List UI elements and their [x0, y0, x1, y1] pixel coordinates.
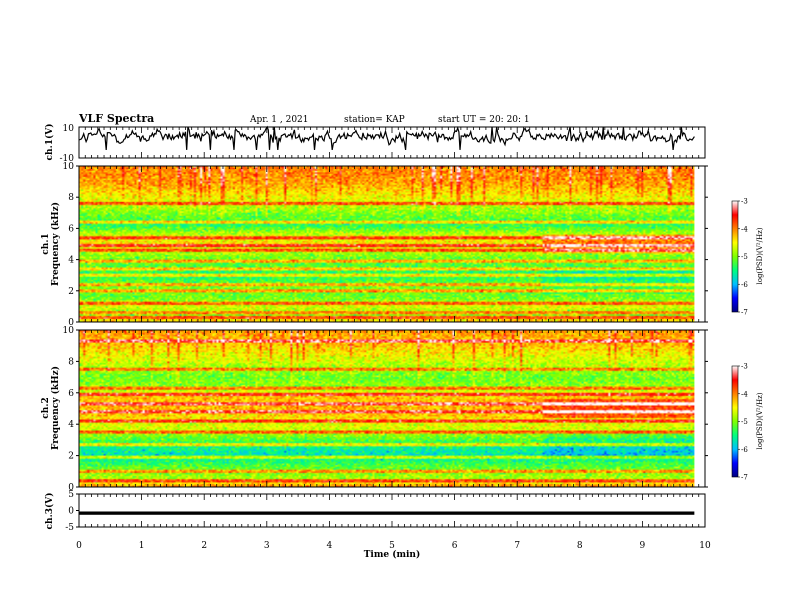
ch3-waveform-yticks: 5 0 -5 [65, 490, 79, 533]
time-tick-label: 5 [389, 541, 395, 551]
ch2-spectrogram-yticks: 0 2 4 6 8 10 [63, 326, 708, 493]
time-axis-tick-labels: 0 1 2 3 4 5 6 7 8 9 10 [76, 541, 711, 551]
time-tick-label: 8 [577, 541, 583, 551]
ch1-spectrogram-heatmap [79, 166, 695, 322]
ch1-colorbar-ticks: -3 -4 -5 -6 -7 [738, 198, 748, 317]
ch2-spectrogram-heatmap [79, 330, 695, 487]
date-label: Apr. 1 , 2021 [249, 115, 309, 125]
ch2-spectrogram-ylabel-frequency: Frequency (kHz) [50, 366, 61, 450]
ch1-waveform-line [78, 125, 695, 151]
ch1-spectrogram-ytick-label: 8 [68, 193, 74, 203]
time-tick-label: 7 [514, 541, 520, 551]
ch3-waveform-band [79, 511, 695, 515]
ch2-colorbar-tick-label: -3 [741, 363, 748, 371]
panel-ch3-waveform: 5 0 -5 ch.3(V) [44, 490, 706, 533]
ch1-spectrogram-ylabel-frequency: Frequency (kHz) [50, 202, 61, 286]
ch1-colorbar: -3 -4 -5 -6 -7 log(PSD)(V²/Hz) [731, 198, 764, 317]
ch2-colorbar-tick-label: -6 [741, 446, 748, 454]
ch1-colorbar-gradient [731, 200, 739, 313]
ch2-colorbar-tick-label: -4 [741, 390, 748, 398]
ch2-spectrogram-ytick-label: 6 [68, 389, 74, 399]
time-tick-label: 9 [640, 541, 646, 551]
ch2-spectrogram-ytick-label: 10 [63, 326, 75, 336]
ch1-spectrogram-ytick-label: 2 [68, 287, 74, 297]
ch2-spectrogram-ytick-label: 8 [68, 357, 74, 367]
ch2-spectrogram-ylabel-channel: ch.2 [41, 397, 51, 418]
ch2-colorbar-ticks: -3 -4 -5 -6 -7 [738, 363, 748, 482]
ch1-spectrogram-ylabel-channel: ch.1 [41, 233, 51, 254]
time-tick-label: 3 [264, 541, 270, 551]
ch3-ytick-label: 5 [68, 490, 74, 500]
ch2-colorbar-tick-label: -5 [741, 418, 748, 426]
ch2-colorbar-tick-label: -7 [741, 474, 748, 482]
time-tick-label: 4 [327, 541, 333, 551]
ch1-colorbar-tick-label: -7 [741, 309, 748, 317]
station-label: station= KAP [344, 115, 405, 125]
ch2-spectrogram-ytick-label: 2 [68, 452, 74, 462]
ch1-spectrogram-ytick-label: 6 [68, 224, 74, 234]
time-tick-label: 6 [452, 541, 458, 551]
ch3-ytick-label: -5 [65, 523, 74, 533]
ch2-colorbar-label: log(PSD)(V²/Hz) [756, 392, 764, 449]
panel-ch2-spectrogram: 0 2 4 6 8 10 ch.2 Frequency (kHz) -3 -4 -5 -6 -7 … [41, 326, 764, 493]
ch1-colorbar-tick-label: -6 [741, 281, 748, 289]
panel-ch1-waveform: 10 -10 ch.1(V) [44, 124, 706, 164]
ch3-ytick-label: 0 [68, 507, 74, 517]
ch2-spectrogram-ytick-label: 0 [68, 483, 74, 493]
ch1-spectrogram-yticks: 0 2 4 6 8 10 [63, 162, 708, 328]
ch1-waveform-ylabel: ch.1(V) [44, 124, 55, 161]
time-axis-ticks [78, 127, 706, 527]
time-tick-label: 10 [699, 541, 711, 551]
ch1-colorbar-tick-label: -3 [741, 198, 748, 206]
panel-ch1-spectrogram: 0 2 4 6 8 10 ch.1 Frequency (kHz) -3 -4 -5 -6 -7 … [41, 162, 764, 328]
ch1-ytick-bottom: -10 [60, 154, 75, 164]
ch2-colorbar: -3 -4 -5 -6 -7 log(PSD)(V²/Hz) [731, 363, 764, 482]
ch3-waveform-ylabel: ch.3(V) [44, 493, 55, 530]
ch1-spectrogram-ytick-label: 10 [63, 162, 75, 172]
ch2-spectrogram-ytick-label: 4 [68, 420, 74, 430]
figure-title: VLF Spectra [78, 112, 154, 125]
ch1-spectrogram-ytick-label: 4 [68, 256, 74, 266]
time-tick-label: 1 [139, 541, 145, 551]
ch1-ytick-top: 10 [63, 124, 75, 134]
time-axis-label: Time (min) [364, 549, 421, 560]
ch1-colorbar-tick-label: -5 [741, 253, 748, 261]
start-ut-label: start UT = 20: 20: 1 [438, 115, 530, 125]
time-tick-label: 0 [76, 541, 82, 551]
ch1-colorbar-label: log(PSD)(V²/Hz) [756, 227, 764, 284]
ch2-colorbar-gradient [731, 365, 739, 478]
time-tick-label: 2 [201, 541, 207, 551]
ch1-spectrogram-ytick-label: 0 [68, 318, 74, 328]
ch1-colorbar-tick-label: -4 [741, 225, 748, 233]
